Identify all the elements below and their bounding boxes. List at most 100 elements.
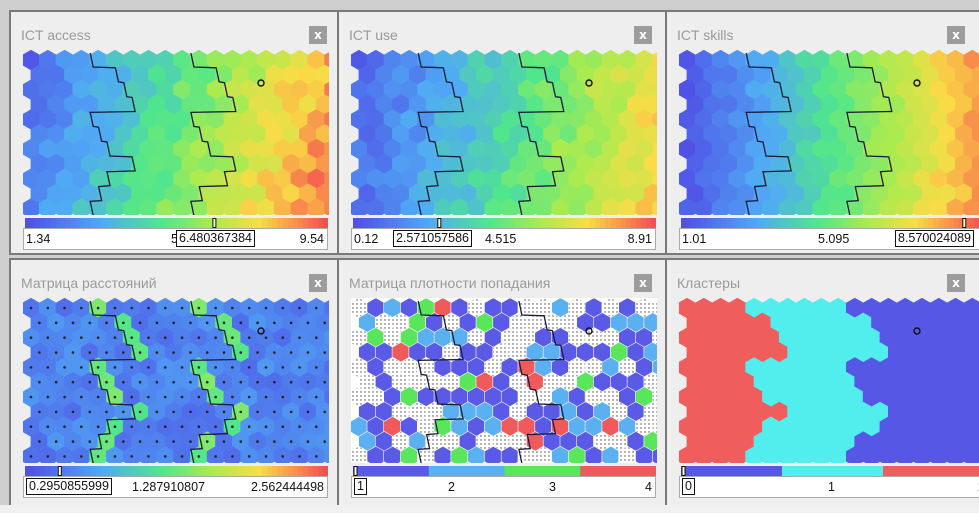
map-node-dot (298, 336, 301, 339)
scale-min-label: 0.12 (354, 232, 379, 246)
map-node-dot (63, 366, 66, 369)
map-cell (753, 183, 772, 204)
map-cell (888, 153, 906, 175)
scale-segment (973, 218, 979, 228)
map-cell (290, 109, 309, 130)
selected-node-marker (585, 79, 593, 87)
map-cell (89, 79, 107, 100)
map-cell (248, 153, 267, 175)
map-cell (173, 79, 191, 100)
map-cell (787, 431, 805, 452)
close-button[interactable]: x (947, 26, 965, 44)
panel-distance-matrix: Матрица расстояний x 0.2950855999 1.2879… (9, 258, 339, 507)
map-cell (351, 138, 368, 160)
map-cell (434, 168, 452, 189)
map-cell (560, 64, 578, 85)
map-cell (509, 183, 528, 204)
map-node-dot (29, 306, 33, 310)
scale-segment (534, 218, 541, 228)
map-cell (484, 138, 503, 160)
scale-segment (625, 218, 632, 228)
map-cell (720, 312, 738, 333)
map-cell (955, 401, 973, 423)
close-button[interactable]: x (634, 26, 652, 44)
map-cell (921, 312, 940, 333)
scale-segment (126, 218, 132, 228)
map-cell (879, 298, 898, 319)
map-cell (97, 124, 116, 145)
map-cell (30, 124, 49, 145)
scale-segment (600, 218, 607, 228)
map-cell (164, 183, 183, 204)
map-cell (156, 168, 175, 189)
map-cell (64, 64, 82, 85)
scale-labels: 0.12 2.571057586 4.515 8.91 (351, 228, 656, 250)
map-cell (324, 81, 329, 98)
close-button[interactable]: x (309, 26, 327, 44)
map-cell (846, 357, 864, 378)
map-cell (459, 183, 477, 204)
map-node-dot (205, 410, 209, 414)
scale-segment (872, 218, 879, 228)
map-cell (257, 198, 275, 215)
map-cell (39, 79, 57, 100)
map-node-dot (281, 425, 285, 429)
scale-segment (191, 218, 198, 228)
map-cell (971, 184, 979, 203)
map-cell (770, 312, 789, 333)
map-node-dot (155, 380, 159, 384)
map-cell (635, 138, 654, 160)
map-cell (484, 79, 503, 100)
map-cell (913, 327, 931, 348)
scale-segment (504, 218, 511, 228)
map-cell (106, 138, 124, 160)
map-cell (601, 109, 620, 130)
map-cell (879, 138, 898, 160)
map-node-dot (289, 440, 293, 443)
scale-segment (968, 218, 975, 228)
map-cell (879, 198, 898, 215)
map-cell (324, 329, 329, 346)
map-cell (476, 183, 494, 204)
map-cell (206, 138, 225, 160)
close-button[interactable]: x (947, 274, 965, 292)
map-cell (686, 312, 705, 333)
close-button[interactable]: x (634, 274, 652, 292)
map-cell (829, 138, 847, 160)
map-node-dot (247, 455, 251, 458)
scale-segment (802, 218, 808, 228)
map-cell (351, 109, 368, 130)
map-node-dot (88, 351, 92, 354)
scale-segment (650, 218, 656, 228)
map-node-dot (189, 351, 192, 354)
scale-segment (681, 466, 783, 476)
map-cell (938, 94, 956, 115)
map-node-dot (323, 440, 327, 443)
map-cell (139, 446, 158, 463)
map-cell (408, 183, 427, 204)
map-cell (963, 298, 979, 319)
map-cell (904, 124, 923, 145)
scale-segment (262, 218, 268, 228)
map-cell (30, 64, 49, 85)
scale-segment (630, 218, 637, 228)
scale-segment (287, 466, 294, 476)
scale-segment (181, 218, 188, 228)
map-cell (601, 50, 620, 71)
map-cell (686, 153, 705, 175)
close-button[interactable]: x (309, 274, 327, 292)
scale-segment (867, 218, 874, 228)
map-cell (946, 138, 965, 160)
map-cell (351, 50, 368, 71)
map-cell (610, 64, 628, 85)
map-cell (467, 79, 486, 100)
map-cell (543, 64, 561, 85)
scale-segment (322, 466, 328, 476)
map-cell (829, 79, 847, 100)
scale-segment (267, 466, 274, 476)
map-node-dot (80, 366, 83, 369)
map-cell (652, 200, 657, 215)
map-node-dot (122, 321, 125, 325)
panel-clusters: Кластеры x 0 1 2 (665, 258, 979, 507)
map-cell (23, 109, 40, 130)
